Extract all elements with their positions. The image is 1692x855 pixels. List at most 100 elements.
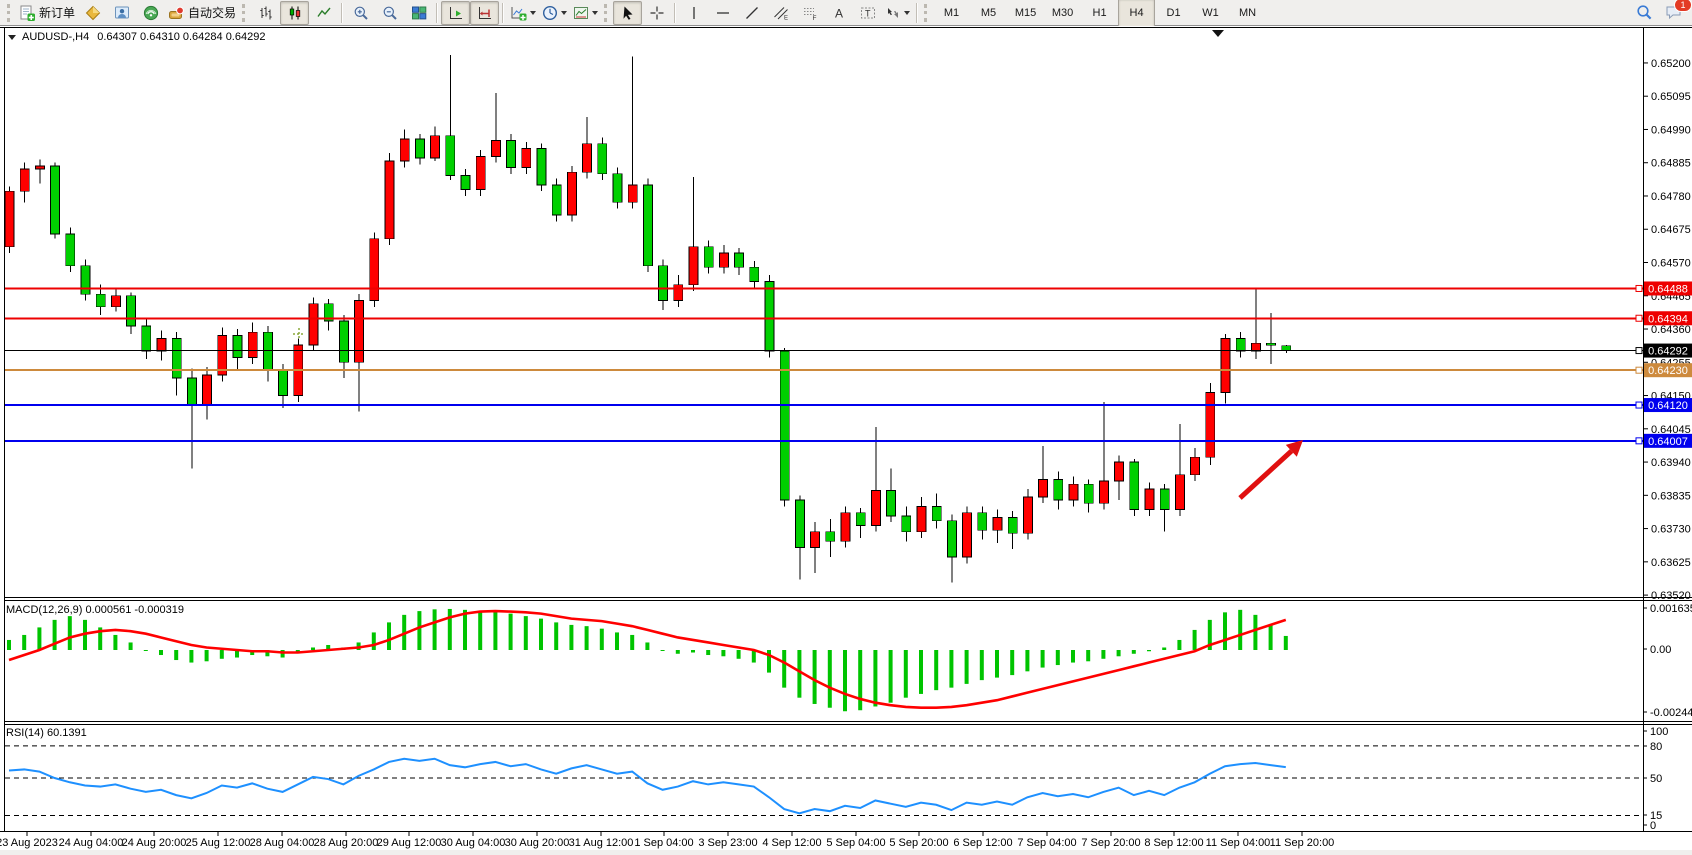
svg-text:7 Sep 20:00: 7 Sep 20:00 (1081, 837, 1140, 849)
zoom-out-button[interactable] (375, 1, 404, 25)
search-icon (1637, 5, 1652, 20)
svg-text:E: E (784, 15, 788, 21)
channel-button[interactable]: E (766, 1, 795, 25)
vertical-line-icon (692, 6, 695, 19)
price-tag: 0.64292 (1635, 343, 1692, 358)
svg-text:0.64360: 0.64360 (1651, 324, 1691, 336)
timeframe-group: M1 M5 M15 M30 H1 H4 D1 W1 MN (933, 0, 1266, 28)
svg-text:0.001635: 0.001635 (1650, 603, 1692, 615)
chart-candles-button[interactable] (280, 0, 310, 25)
fibonacci-icon: F (803, 7, 816, 21)
zoom-in-button[interactable] (346, 1, 375, 25)
svg-text:24 Aug 20:00: 24 Aug 20:00 (122, 837, 187, 849)
svg-text:0.64488: 0.64488 (1648, 283, 1688, 295)
time-axis[interactable]: 23 Aug 2023 24 Aug 04:0024 Aug 20:00 25 Au… (0, 832, 1334, 849)
svg-text:0.64675: 0.64675 (1651, 224, 1691, 236)
svg-text:24 Aug 04:00: 24 Aug 04:00 (59, 837, 124, 849)
crosshair-button[interactable] (642, 1, 671, 25)
cursor-button[interactable] (613, 0, 643, 25)
trendline-button[interactable] (737, 1, 766, 25)
timeframe-m15-button[interactable]: M15 (1014, 6, 1037, 19)
macd-signal-line (8, 609, 1287, 710)
svg-text:5 Sep 04:00: 5 Sep 04:00 (826, 837, 885, 849)
auto-trading-icon (169, 6, 184, 19)
auto-trading-button[interactable]: 自动交易 (165, 1, 239, 25)
chart-line-button[interactable] (309, 1, 338, 25)
svg-text:0.63520: 0.63520 (1651, 590, 1691, 602)
svg-text:0.63625: 0.63625 (1651, 557, 1691, 569)
periods-button[interactable] (539, 1, 570, 25)
svg-text:0.00: 0.00 (1650, 644, 1671, 656)
timeframe-mn-button[interactable]: MN (1238, 6, 1257, 19)
timeframe-h4-button[interactable]: H4 (1118, 0, 1156, 28)
price-chart-canvas[interactable]: 0.65200 0.65095 0.64990 0.64885 0.64780 0.646… (0, 26, 1692, 855)
chart-bars-button[interactable] (251, 1, 280, 25)
profile-icon (114, 6, 129, 18)
cursor-arrow-icon (623, 6, 633, 20)
market-watch-button[interactable] (107, 1, 136, 25)
fibonacci-button[interactable]: F (795, 1, 824, 25)
arrow-annotation-shaft[interactable] (1238, 449, 1294, 500)
svg-text:0.64230: 0.64230 (1648, 365, 1688, 377)
svg-text:11 Sep 04:00: 11 Sep 04:00 (1206, 837, 1271, 849)
rsi-line (8, 757, 1286, 815)
line-chart-icon (316, 7, 331, 17)
cross-marker-icon (293, 328, 305, 340)
toolbar-grip[interactable] (242, 3, 248, 22)
arrow-annotation-head[interactable] (1285, 440, 1303, 457)
svg-text:T: T (865, 8, 871, 18)
toolbar-separator (674, 2, 677, 23)
chart-shift-marker-icon[interactable] (1212, 30, 1224, 37)
dropdown-caret-icon (530, 10, 537, 15)
svg-text:F: F (812, 15, 816, 21)
arrows-button[interactable] (882, 1, 913, 25)
svg-text:0.64394: 0.64394 (1648, 313, 1688, 325)
vertical-line-button[interactable] (679, 1, 708, 25)
svg-text:50: 50 (1650, 773, 1662, 785)
hline-objects[interactable] (5, 287, 1643, 442)
add-indicator-icon (511, 6, 527, 20)
auto-scroll-button[interactable] (441, 0, 471, 25)
svg-text:23 Aug 2023: 23 Aug 2023 (0, 837, 58, 849)
candles-layer (4, 55, 1292, 583)
text-label-button[interactable]: T (853, 1, 882, 25)
search-button[interactable] (1630, 1, 1659, 25)
svg-text:15: 15 (1650, 810, 1662, 822)
timeframe-w1-button[interactable]: W1 (1202, 6, 1219, 19)
timeframe-d1-button[interactable]: D1 (1166, 6, 1181, 19)
notifications-button[interactable]: 1 (1659, 0, 1692, 25)
svg-text:80: 80 (1650, 741, 1662, 753)
svg-text:0.64292: 0.64292 (1648, 346, 1688, 358)
styler-button[interactable] (78, 1, 107, 25)
svg-text:6 Sep 12:00: 6 Sep 12:00 (953, 837, 1012, 849)
toolbar-grip[interactable] (604, 3, 610, 22)
toolbar-grip[interactable] (7, 3, 13, 22)
text-button[interactable]: A (824, 1, 853, 25)
svg-text:0.64570: 0.64570 (1651, 258, 1691, 270)
new-order-button[interactable]: 新订单 (16, 1, 78, 25)
chart-shift-button[interactable] (470, 0, 500, 25)
svg-text:11 Sep 20:00: 11 Sep 20:00 (1270, 837, 1335, 849)
tile-windows-button[interactable] (404, 1, 433, 25)
horizontal-line-button[interactable] (708, 1, 737, 25)
toolbar-separator (341, 2, 344, 23)
toolbar-grip[interactable] (924, 3, 930, 22)
toolbar-separator (916, 2, 919, 23)
svg-text:0: 0 (1650, 820, 1656, 832)
svg-text:28 Aug 20:00: 28 Aug 20:00 (314, 837, 379, 849)
timeframe-h1-button[interactable]: H1 (1092, 6, 1107, 19)
signals-button[interactable] (136, 1, 165, 25)
svg-text:0.65200: 0.65200 (1651, 58, 1691, 70)
add-indicator-button[interactable] (507, 1, 539, 25)
timeframe-m1-button[interactable]: M1 (943, 6, 960, 19)
zoom-out-icon (383, 6, 397, 20)
timeframe-m30-button[interactable]: M30 (1051, 6, 1074, 19)
zoom-in-icon (354, 6, 368, 20)
templates-button[interactable] (570, 1, 601, 25)
svg-text:30 Aug 20:00: 30 Aug 20:00 (505, 837, 570, 849)
timeframe-m5-button[interactable]: M5 (980, 6, 997, 19)
svg-text:29 Aug 12:00: 29 Aug 12:00 (377, 837, 442, 849)
equidistant-channel-icon: E (773, 6, 788, 21)
bar-chart-icon (259, 6, 272, 19)
svg-text:0.64885: 0.64885 (1651, 158, 1691, 170)
